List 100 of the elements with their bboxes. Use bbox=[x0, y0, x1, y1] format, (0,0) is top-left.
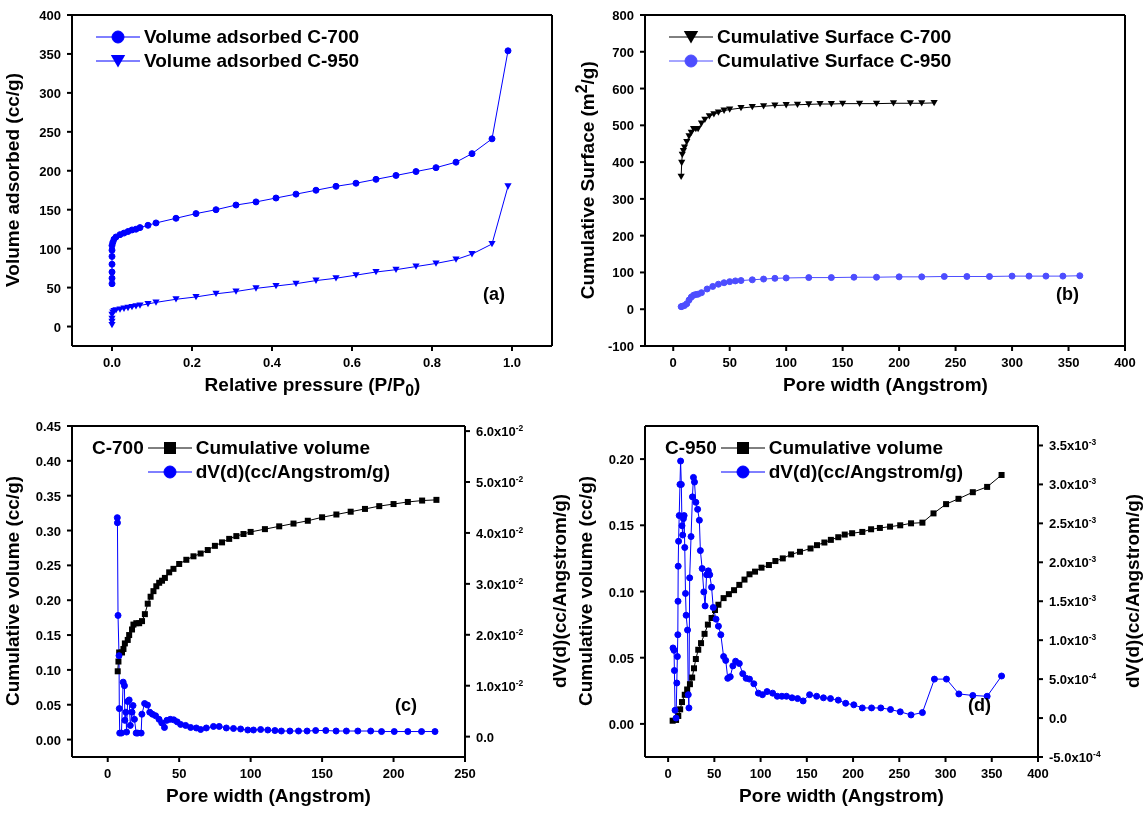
y2-tick-label: 0.0 bbox=[1049, 711, 1068, 727]
y-tick-label: 500 bbox=[612, 118, 634, 134]
x-tick-label: 0.8 bbox=[422, 355, 442, 370]
x-tick-label: 0.0 bbox=[102, 355, 122, 370]
y2-tick-label: -5.0x10$^{-4}$ bbox=[1049, 749, 1101, 765]
legend-label: Cumulative volume bbox=[768, 437, 944, 459]
y-tick-label: 0.00 bbox=[35, 732, 61, 748]
y2-tick-label: 5.0x10$^{-4}$ bbox=[1049, 671, 1097, 688]
y2-tick-label: 3.5x10$^{-3}$ bbox=[1049, 437, 1097, 454]
legend-label: dV(d)(cc/Angstrom/g) bbox=[195, 461, 390, 483]
y2-tick-label: 2.5x10$^{-3}$ bbox=[1049, 515, 1097, 532]
x-tick-label: 100 bbox=[749, 766, 772, 781]
y-tick-label: 0.15 bbox=[608, 518, 634, 534]
x-tick-label: 0 bbox=[664, 766, 672, 781]
legend-label: Cumulative volume bbox=[195, 437, 371, 459]
y-axis-title: Cumulative volume (cc/g) bbox=[575, 475, 597, 707]
legend-label: Volume adsorbed C-700 bbox=[144, 26, 360, 48]
x-tick-label: 250 bbox=[454, 766, 476, 781]
y-tick-label: 300 bbox=[39, 85, 61, 101]
annotation: (d) bbox=[968, 695, 991, 716]
y-tick-label: 300 bbox=[612, 191, 634, 207]
x-tick-label: 0 bbox=[669, 355, 677, 370]
y-tick-label: 150 bbox=[39, 202, 61, 218]
y-tick-label: 0.00 bbox=[608, 716, 634, 732]
x-tick-label: 50 bbox=[171, 766, 187, 781]
y-tick-label: 800 bbox=[612, 8, 634, 23]
x-tick-label: 100 bbox=[775, 355, 798, 370]
y-axis-title: Cumulative volume (cc/g) bbox=[2, 475, 24, 707]
y-tick-label: 0.35 bbox=[35, 488, 61, 504]
y-tick-label: 0.10 bbox=[35, 662, 61, 678]
x-axis-title: Pore width (Angstrom) bbox=[782, 374, 989, 396]
y-tick-label: 0.10 bbox=[608, 584, 634, 600]
y-tick-label: 0.30 bbox=[35, 523, 61, 539]
y-axis-title: Volume adsorbed (cc/g) bbox=[2, 73, 24, 287]
x-tick-label: 200 bbox=[888, 355, 910, 370]
y-tick-label: 50 bbox=[46, 280, 61, 296]
x-tick-label: 250 bbox=[888, 766, 911, 781]
y-tick-label: 350 bbox=[39, 46, 61, 62]
y-tick-label: 0.20 bbox=[608, 452, 634, 468]
y-tick-label: 200 bbox=[39, 163, 61, 179]
y2-tick-label: 6.0x10$^{-2}$ bbox=[476, 423, 524, 440]
y2-tick-label: 1.0x10$^{-3}$ bbox=[1049, 632, 1097, 649]
annotation: C-950 bbox=[665, 437, 717, 459]
y-tick-label: 0.25 bbox=[35, 558, 61, 574]
x-tick-label: 300 bbox=[1001, 355, 1023, 370]
y-tick-label: 600 bbox=[612, 81, 634, 97]
x-tick-label: 300 bbox=[934, 766, 957, 781]
y-tick-label: 0.20 bbox=[35, 593, 61, 609]
y-tick-label: 100 bbox=[612, 265, 634, 281]
x-axis-title: Relative pressure (P/P$_{0}$) bbox=[203, 374, 422, 400]
x-tick-label: 400 bbox=[1027, 766, 1049, 781]
y2-tick-label: 2.0x10$^{-2}$ bbox=[476, 626, 524, 643]
x-tick-label: 250 bbox=[944, 355, 967, 370]
x-tick-label: 50 bbox=[707, 766, 722, 781]
x-tick-label: 0.4 bbox=[262, 355, 282, 370]
y-tick-label: 100 bbox=[39, 241, 61, 257]
x-tick-label: 0 bbox=[104, 766, 112, 781]
x-tick-label: 0.2 bbox=[182, 355, 202, 370]
x-tick-label: 350 bbox=[980, 766, 1003, 781]
x-axis-title: Pore width (Angstrom) bbox=[165, 785, 372, 807]
x-tick-label: 0.6 bbox=[342, 355, 362, 370]
x-tick-label: 50 bbox=[722, 355, 737, 370]
y-tick-label: 250 bbox=[39, 124, 61, 140]
y2-axis-title: dV(d)(cc/Angstrom/g) bbox=[1122, 493, 1144, 689]
annotation: (c) bbox=[395, 695, 417, 716]
x-tick-label: 400 bbox=[1114, 355, 1136, 370]
x-tick-label: 150 bbox=[831, 355, 854, 370]
annotation: (a) bbox=[483, 284, 505, 305]
y-tick-label: 0.15 bbox=[35, 628, 61, 644]
y-tick-label: 0.40 bbox=[35, 453, 61, 469]
y-tick-label: 0.05 bbox=[608, 650, 634, 666]
legend-label: dV(d)(cc/Angstrom/g) bbox=[768, 461, 963, 483]
legend-label: Volume adsorbed C-950 bbox=[144, 50, 360, 72]
y-tick-label: 200 bbox=[612, 228, 634, 244]
x-tick-label: 200 bbox=[842, 766, 864, 781]
y2-tick-label: 0.0 bbox=[476, 729, 495, 745]
y-tick-label: 400 bbox=[612, 155, 634, 171]
y2-tick-label: 1.0x10$^{-2}$ bbox=[476, 677, 524, 694]
y2-axis-title: dV(d)(cc/Angstrom/g) bbox=[549, 493, 571, 689]
x-tick-label: 100 bbox=[239, 766, 262, 781]
y-tick-label: 0.45 bbox=[35, 419, 61, 434]
x-axis-title: Pore width (Angstrom) bbox=[738, 785, 945, 807]
y-tick-label: 0 bbox=[53, 319, 61, 335]
legend-label: Cumulative Surface C-950 bbox=[717, 50, 952, 72]
y2-tick-label: 5.0x10$^{-2}$ bbox=[476, 474, 524, 491]
y-tick-label: 0 bbox=[626, 302, 634, 318]
x-tick-label: 150 bbox=[795, 766, 818, 781]
y2-tick-label: 3.0x10$^{-3}$ bbox=[1049, 476, 1097, 493]
annotation: C-700 bbox=[92, 437, 144, 459]
y2-tick-label: 2.0x10$^{-3}$ bbox=[1049, 554, 1097, 571]
y-tick-label: -100 bbox=[607, 339, 634, 354]
legend-label: Cumulative Surface C-700 bbox=[717, 26, 952, 48]
y2-tick-label: 3.0x10$^{-2}$ bbox=[476, 575, 524, 592]
x-tick-label: 350 bbox=[1057, 355, 1080, 370]
x-tick-label: 200 bbox=[382, 766, 405, 781]
y-tick-label: 400 bbox=[39, 8, 61, 23]
y2-tick-label: 1.5x10$^{-3}$ bbox=[1049, 593, 1097, 610]
x-tick-label: 1.0 bbox=[502, 355, 522, 370]
y2-tick-label: 4.0x10$^{-2}$ bbox=[476, 524, 524, 541]
annotation: (b) bbox=[1056, 284, 1079, 305]
